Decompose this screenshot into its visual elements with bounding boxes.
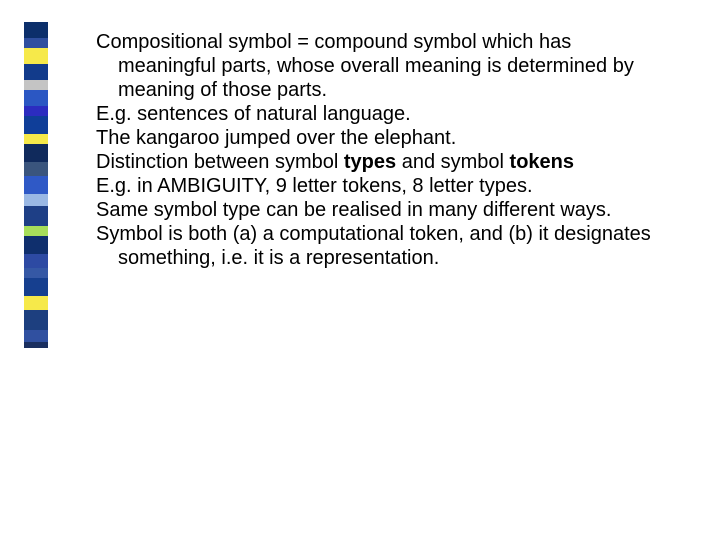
text-bold-tokens: tokens (510, 151, 574, 173)
sidebar-block (24, 236, 48, 254)
sidebar-block (24, 116, 48, 134)
paragraph-kangaroo: The kangaroo jumped over the elephant. (96, 126, 656, 150)
decorative-sidebar (24, 22, 48, 348)
sidebar-block (24, 64, 48, 80)
sidebar-block (24, 80, 48, 90)
sidebar-block (24, 296, 48, 310)
sidebar-block (24, 176, 48, 194)
paragraph-eg-sentences: E.g. sentences of natural language. (96, 102, 656, 126)
paragraph-ambiguity: E.g. in AMBIGUITY, 9 letter tokens, 8 le… (96, 174, 656, 198)
paragraph-compositional: Compositional symbol = compound symbol w… (96, 30, 656, 102)
text-run: Distinction between symbol (96, 151, 344, 173)
sidebar-block (24, 144, 48, 162)
sidebar-block (24, 90, 48, 106)
sidebar-block (24, 254, 48, 268)
text-run: and symbol (396, 151, 509, 173)
slide-content: Compositional symbol = compound symbol w… (96, 30, 656, 270)
paragraph-types-tokens: Distinction between symbol types and sym… (96, 150, 656, 174)
sidebar-block (24, 22, 48, 38)
sidebar-block (24, 278, 48, 296)
sidebar-block (24, 106, 48, 116)
sidebar-block (24, 330, 48, 342)
paragraph-realised: Same symbol type can be realised in many… (96, 198, 656, 222)
sidebar-block (24, 342, 48, 348)
sidebar-block (24, 206, 48, 226)
sidebar-block (24, 134, 48, 144)
sidebar-block (24, 268, 48, 278)
sidebar-block (24, 310, 48, 330)
sidebar-block (24, 38, 48, 48)
sidebar-block (24, 48, 48, 64)
sidebar-block (24, 194, 48, 206)
paragraph-symbol-both: Symbol is both (a) a computational token… (96, 222, 656, 270)
sidebar-block (24, 226, 48, 236)
text-bold-types: types (344, 151, 396, 173)
sidebar-block (24, 162, 48, 176)
